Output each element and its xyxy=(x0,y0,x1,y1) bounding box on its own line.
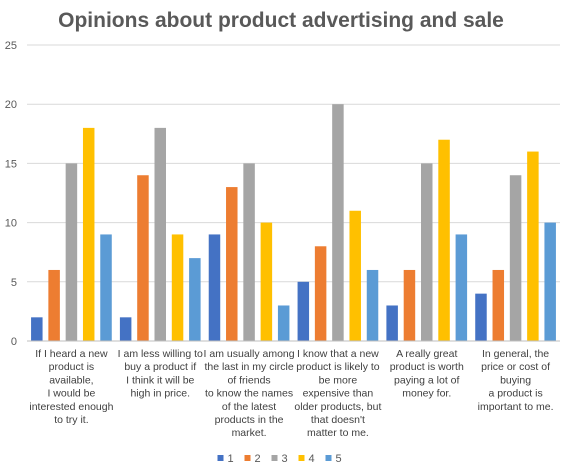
legend-swatch-1 xyxy=(217,455,224,461)
gridlines xyxy=(27,44,560,283)
category-label-line: A really great xyxy=(396,348,457,360)
bar-series-5-cat-3 xyxy=(277,305,290,341)
bar-series-2-cat-5 xyxy=(403,269,416,341)
y-axis-tick-labels: 0 5 10 15 20 25 xyxy=(5,40,17,348)
bar-series-2-cat-4 xyxy=(314,246,327,341)
category-label-line: I think it will be xyxy=(126,374,194,386)
bar-series-5-cat-5 xyxy=(455,234,468,341)
category-label-line: matter to me. xyxy=(307,427,369,439)
category-label: I am less willing to buy a product if I th… xyxy=(118,348,203,400)
y-tick-label: 15 xyxy=(5,158,17,170)
bar-series-1-cat-1 xyxy=(31,317,43,341)
bar-series-4-cat-1 xyxy=(82,127,95,341)
legend-swatch-5 xyxy=(325,455,332,461)
category-label-line: the last in my circle xyxy=(204,361,293,373)
bar-series-1-cat-6 xyxy=(475,293,487,341)
category-label: I am usually among the last in my circle o… xyxy=(204,348,295,439)
bar-series-3-cat-4 xyxy=(332,104,344,341)
bar-series-5-cat-4 xyxy=(366,269,379,341)
category-label-line: older products, but xyxy=(294,401,381,413)
bar-series-3-cat-3 xyxy=(243,163,255,341)
bars xyxy=(31,104,556,341)
category-label-line: that doesn't xyxy=(311,414,365,426)
category-label-line: expensive than xyxy=(303,388,374,400)
bar-series-3-cat-6 xyxy=(509,175,522,341)
bar-series-3-cat-1 xyxy=(65,163,78,341)
y-tick-label: 25 xyxy=(5,40,17,52)
category-label-line: I know that a new xyxy=(297,348,379,360)
bar-series-4-cat-2 xyxy=(171,234,184,341)
bar-series-3-cat-5 xyxy=(421,163,433,341)
category-label-line: I would be xyxy=(47,388,95,400)
category-label-line: be more xyxy=(319,374,358,386)
bar-series-5-cat-6 xyxy=(544,222,556,341)
bar-series-3-cat-2 xyxy=(154,127,166,341)
bar-series-1-cat-4 xyxy=(297,281,310,341)
category-label: If I heard a new product is available, I wo… xyxy=(29,348,113,426)
category-label-line: to know the names xyxy=(205,388,293,400)
legend-label-4: 4 xyxy=(309,453,315,465)
category-label-line: I am less willing to xyxy=(118,348,203,360)
legend-label-2: 2 xyxy=(255,453,261,465)
category-label: I know that a new product is likely to be … xyxy=(294,348,381,439)
category-label-line: If I heard a new xyxy=(35,348,108,360)
category-label-line: available, xyxy=(49,374,93,386)
chart-title: Opinions about product advertising and s… xyxy=(58,9,504,32)
legend-swatch-2 xyxy=(244,455,251,461)
category-label-line: paying a lot of xyxy=(394,374,459,386)
legend-label-1: 1 xyxy=(228,453,234,465)
category-label-line: price or cost of xyxy=(481,361,550,373)
legend-swatch-4 xyxy=(298,455,305,461)
bar-series-4-cat-6 xyxy=(527,151,539,341)
category-label-line: interested enough xyxy=(29,401,113,413)
category-label-line: product is xyxy=(49,361,95,373)
category-label-line: products in the xyxy=(215,414,284,426)
category-label-line: product is worth xyxy=(390,361,464,373)
bar-series-1-cat-2 xyxy=(119,317,132,341)
category-label: A really great product is worth paying a l… xyxy=(390,348,464,400)
category-label-line: money for. xyxy=(402,388,451,400)
category-label-line: a product is xyxy=(488,388,542,400)
category-label-line: of friends xyxy=(227,374,270,386)
y-tick-label: 10 xyxy=(5,218,17,230)
bar-series-4-cat-5 xyxy=(438,139,450,341)
bar-series-5-cat-2 xyxy=(189,258,201,341)
category-label-line: to try it. xyxy=(54,414,88,426)
legend: 1 2 3 4 5 xyxy=(217,453,342,465)
category-label-line: high in price. xyxy=(130,388,190,400)
category-labels: If I heard a new product is available, I wo… xyxy=(29,348,553,439)
bar-series-2-cat-2 xyxy=(137,175,149,341)
legend-label-5: 5 xyxy=(336,453,342,465)
category-label-line: product is likely to xyxy=(296,361,380,373)
bar-series-2-cat-6 xyxy=(492,269,505,341)
bar-series-2-cat-3 xyxy=(226,187,238,341)
bar-series-2-cat-1 xyxy=(48,269,60,341)
legend-swatch-3 xyxy=(271,455,278,461)
y-tick-label: 5 xyxy=(11,277,17,289)
category-label-line: of the latest xyxy=(222,401,276,413)
category-label-line: In general, the xyxy=(482,348,549,360)
category-label-line: buying xyxy=(500,374,531,386)
y-tick-label: 0 xyxy=(11,336,17,348)
category-label-line: market. xyxy=(232,427,267,439)
category-label-line: I am usually among xyxy=(204,348,295,360)
category-label-line: buy a product if xyxy=(124,361,196,373)
y-tick-label: 20 xyxy=(5,99,17,111)
bar-series-1-cat-3 xyxy=(208,234,221,341)
bar-series-1-cat-5 xyxy=(386,305,398,341)
bar-series-4-cat-3 xyxy=(260,222,273,341)
bar-series-4-cat-4 xyxy=(349,210,361,341)
legend-label-3: 3 xyxy=(282,453,288,465)
bar-series-5-cat-1 xyxy=(100,234,112,341)
category-label: In general, the price or cost of buying a p… xyxy=(478,348,554,413)
category-label-line: important to me. xyxy=(478,401,554,413)
